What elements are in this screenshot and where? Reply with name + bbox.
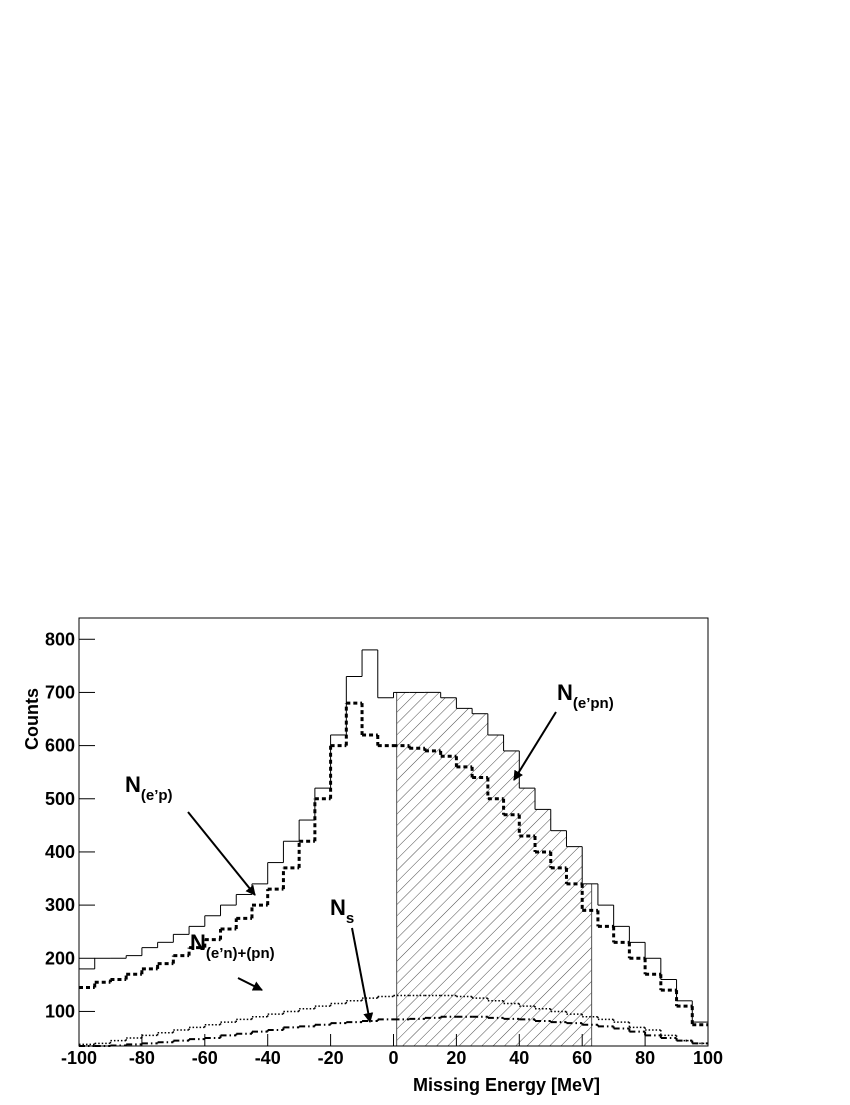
annotation-sub: (e’n)+(pn): [206, 945, 275, 962]
x-tick-label: -80: [129, 1048, 155, 1068]
shaded-region: [396, 692, 592, 1046]
arrow: [513, 711, 557, 781]
annotation-text: N: [557, 680, 573, 705]
arrow: [237, 977, 263, 991]
arrow: [351, 927, 374, 1023]
x-tick-label: 80: [635, 1048, 655, 1068]
y-tick-label: 100: [45, 1001, 75, 1021]
annotation: N(e’pn): [557, 680, 614, 712]
annotation-text: N: [330, 895, 346, 920]
arrows: [187, 711, 557, 1023]
x-tick-label: 60: [572, 1048, 592, 1068]
x-tick-label: -20: [318, 1048, 344, 1068]
annotation-text: N: [125, 772, 141, 797]
x-axis-label: Missing Energy [MeV]: [413, 1075, 600, 1095]
plot-frame: [78, 617, 709, 1047]
annotation-text: N: [190, 930, 206, 955]
x-tick-label: 20: [446, 1048, 466, 1068]
annotation-sub: (e’p): [141, 787, 173, 804]
annotation: N(e’p): [125, 772, 173, 804]
y-tick-label: 200: [45, 948, 75, 968]
y-axis-label: Counts: [22, 688, 42, 750]
annotation: Ns: [330, 895, 354, 927]
arrow: [187, 811, 256, 896]
histogram-series: [79, 994, 708, 1046]
y-tick-label: 500: [45, 789, 75, 809]
annotation-sub: (e’pn): [573, 695, 614, 712]
x-tick-label: -60: [192, 1048, 218, 1068]
x-tick-label: 100: [693, 1048, 723, 1068]
x-tick-label: -40: [255, 1048, 281, 1068]
x-tick-label: 40: [509, 1048, 529, 1068]
x-tick-label: -100: [61, 1048, 97, 1068]
y-tick-label: 400: [45, 842, 75, 862]
annotation-sub: s: [346, 910, 354, 927]
x-tick-label: 0: [388, 1048, 398, 1068]
histogram-series: [79, 701, 708, 1027]
y-tick-label: 600: [45, 736, 75, 756]
annotation: N(e’n)+(pn): [190, 930, 275, 962]
y-tick-label: 800: [45, 629, 75, 649]
y-tick-label: 700: [45, 682, 75, 702]
y-tick-label: 300: [45, 895, 75, 915]
